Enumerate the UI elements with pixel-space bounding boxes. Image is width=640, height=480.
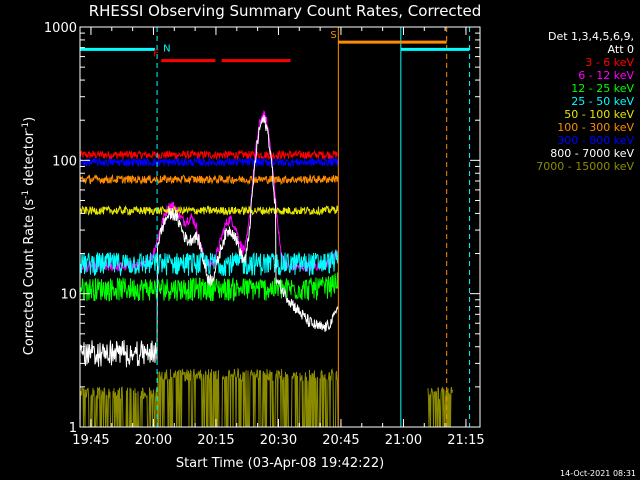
x-tick-label: 21:00 (385, 433, 422, 448)
legend-entry-2: 6 - 12 keV (578, 69, 634, 82)
series-line (79, 114, 339, 368)
legend-entry-8: 800 - 7000 keV (550, 147, 634, 160)
series-8 (79, 114, 339, 368)
series-4 (79, 249, 339, 276)
x-tick-label: 19:45 (72, 433, 109, 448)
chart-title: RHESSI Observing Summary Count Rates, Co… (89, 2, 482, 20)
x-tick-label: 20:45 (322, 433, 359, 448)
x-tick-label: 20:15 (197, 433, 234, 448)
legend-entry-5: 50 - 100 keV (564, 108, 634, 121)
y-tick-label: 10 (60, 288, 77, 303)
series-line (79, 367, 339, 428)
legend-entry-7: 300 - 800 keV (557, 134, 634, 147)
legend-entry-1: 3 - 6 keV (585, 56, 634, 69)
flag-label: S (330, 30, 336, 41)
series-5 (80, 205, 339, 217)
axes: 1 10 100 1000 19:45 20:00 20:15 20:30 20:45 21:00… (44, 21, 485, 448)
series-line (80, 205, 339, 217)
y-tick-label: 1000 (44, 21, 77, 36)
series-line (79, 173, 339, 186)
series-line (79, 109, 339, 272)
y-tick-label: 1 (69, 421, 77, 436)
series-9 (79, 367, 453, 428)
x-tick-label: 20:30 (260, 433, 297, 448)
series-line (79, 249, 339, 276)
series-6 (79, 173, 339, 186)
series-3 (79, 272, 339, 302)
legend-entry-4: 25 - 50 keV (571, 95, 634, 108)
y-axis-label: Corrected Count Rate (s-1 detector-1) (21, 117, 37, 355)
flag-label: N (163, 43, 170, 54)
legend-header: Det 1,3,4,5,6,9, (548, 30, 634, 43)
timestamp-stamp: 14-Oct-2021 08:31 (560, 469, 636, 478)
legend-entry-3: 12 - 25 keV (571, 82, 634, 95)
legend-entry-9: 7000 - 15000 keV (536, 160, 634, 173)
x-axis-label: Start Time (03-Apr-08 19:42:22) (176, 456, 384, 471)
legend-header: Att 0 (608, 43, 634, 56)
flag-label: F (153, 49, 159, 60)
series-1 (79, 149, 339, 161)
x-tick-label: 20:00 (135, 433, 172, 448)
plot-area: NF S (79, 27, 471, 428)
series-line (79, 156, 339, 168)
y-tick-label: 100 (52, 154, 77, 169)
plot-frame (79, 26, 481, 428)
series-line (79, 149, 339, 161)
series-7 (79, 156, 339, 168)
x-tick-label: 21:15 (447, 433, 484, 448)
legend-entry-6: 100 - 300 keV (557, 121, 634, 134)
series-line (427, 386, 453, 428)
